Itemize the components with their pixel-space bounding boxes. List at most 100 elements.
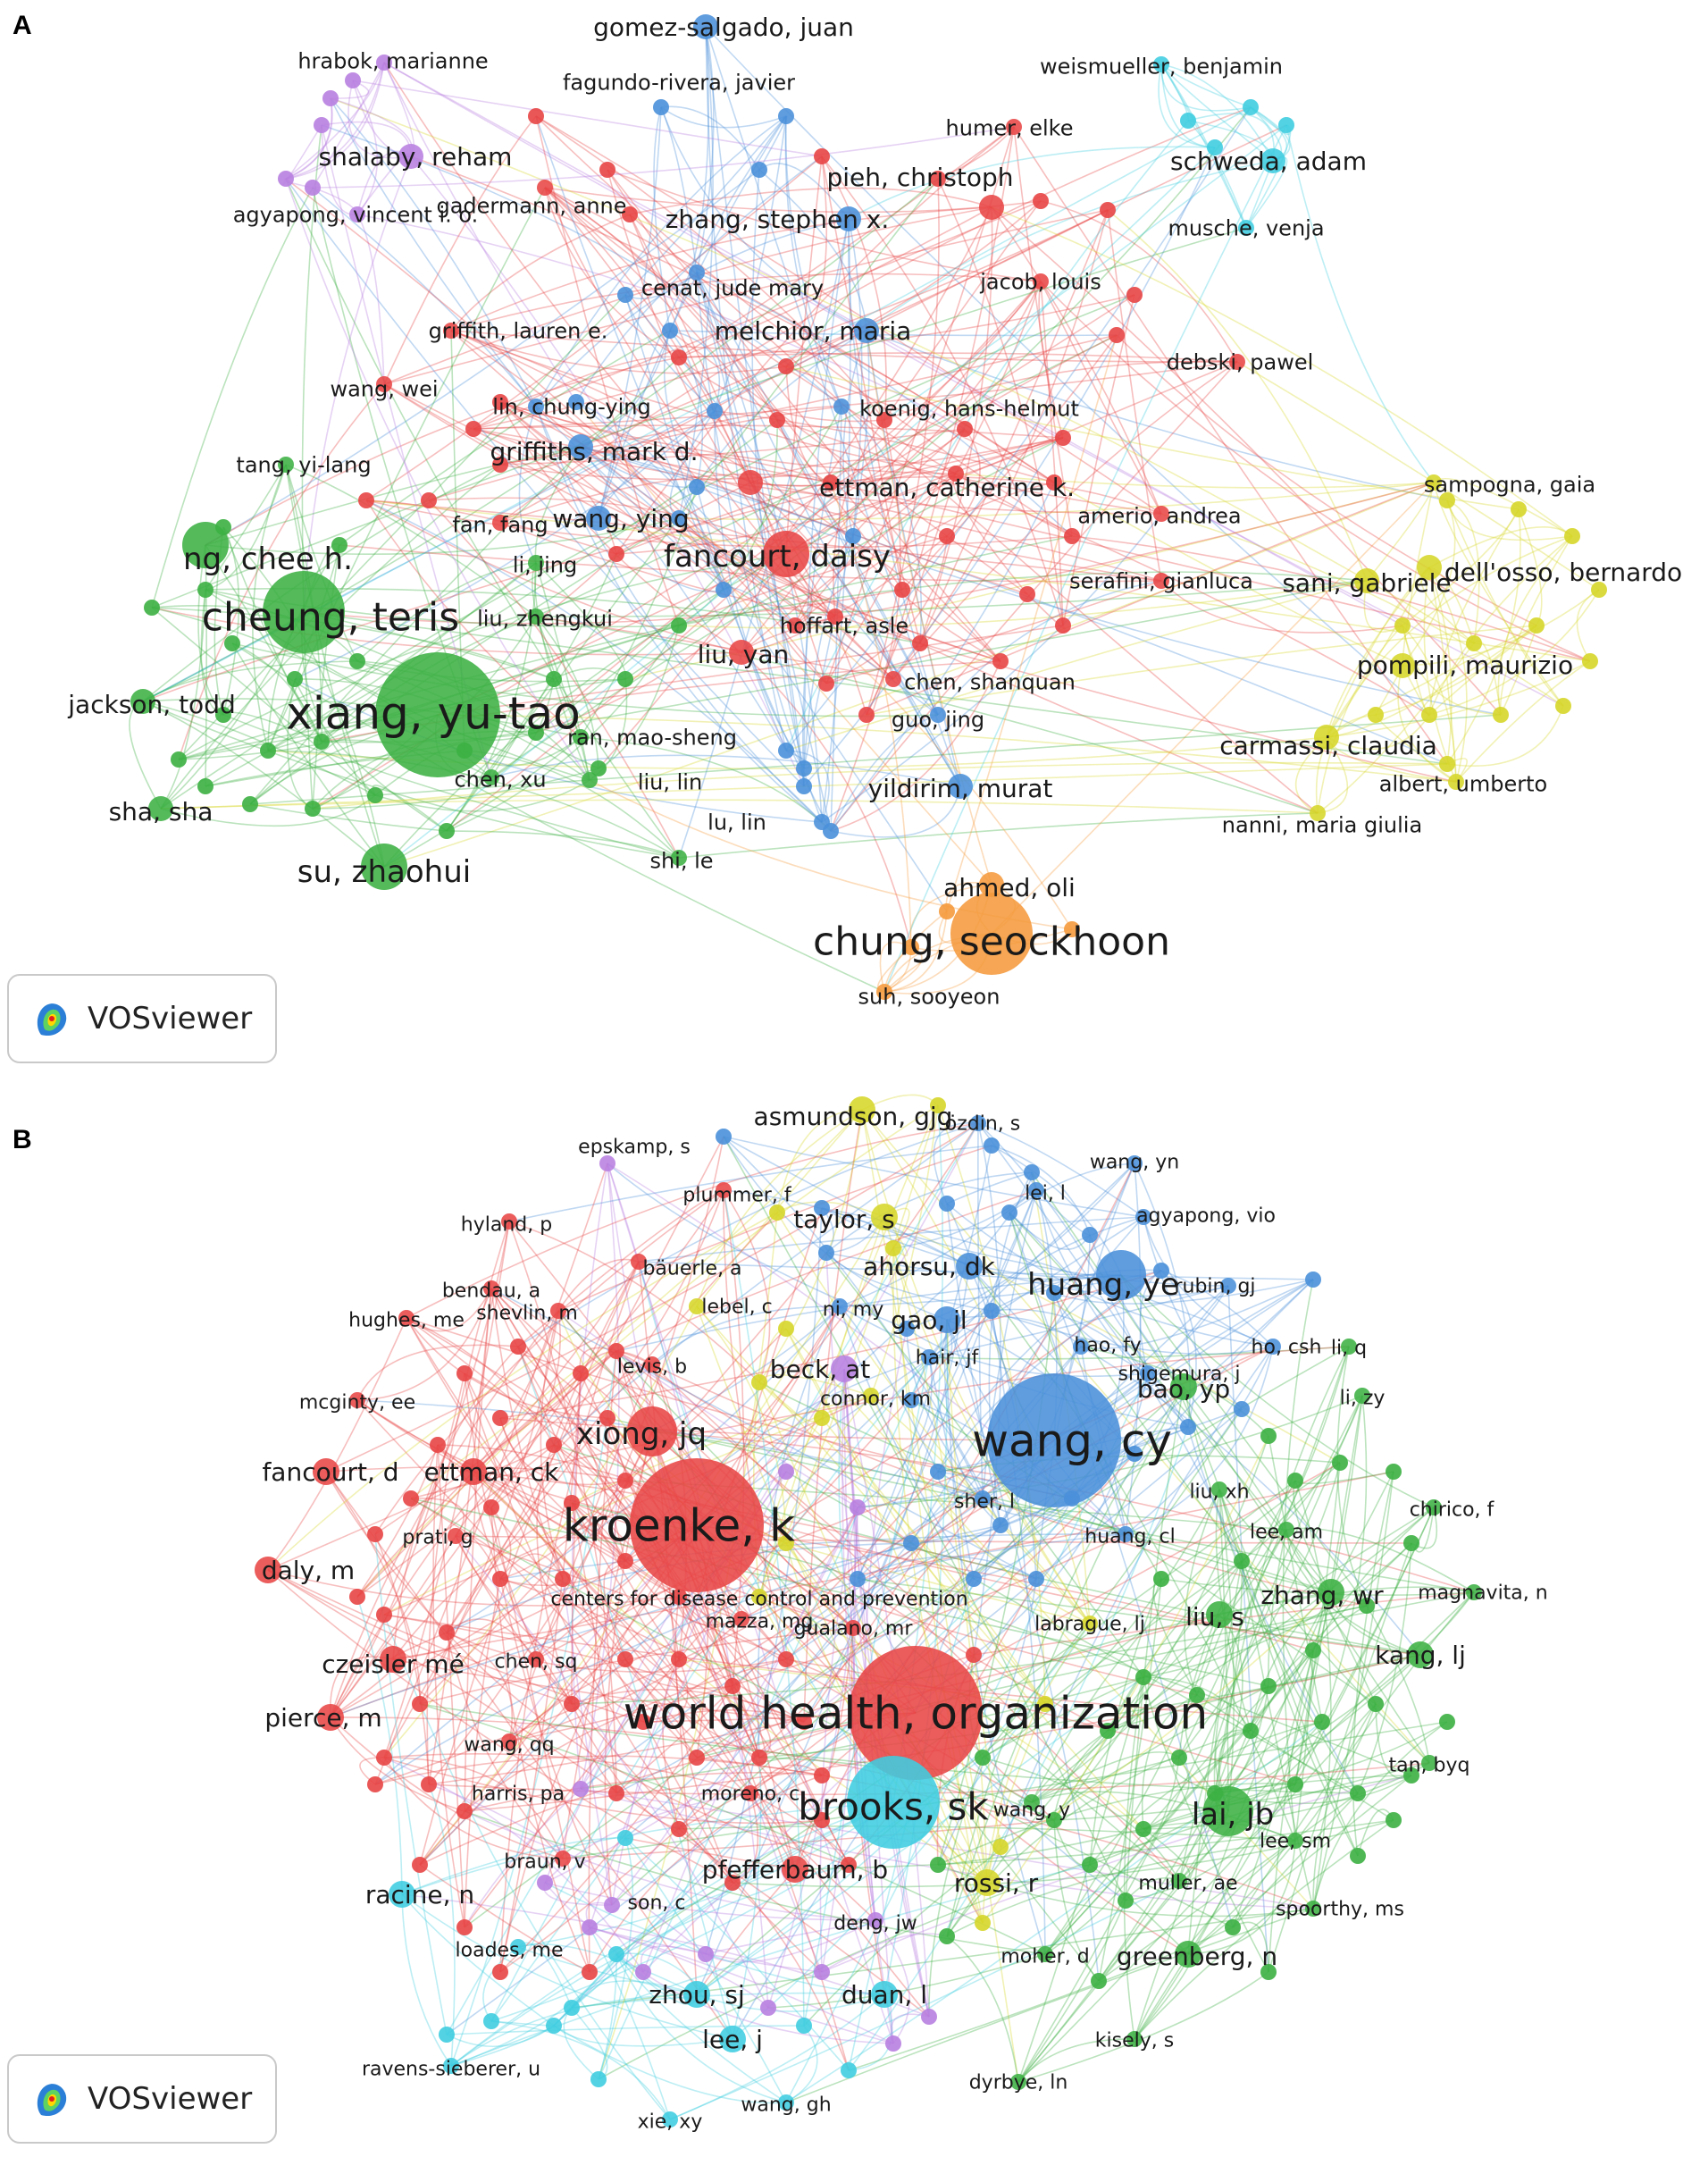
network-node [832,1298,848,1314]
network-edge [678,1596,742,1626]
network-edge [1213,1529,1287,1794]
network-node [671,850,687,866]
network-edge [1187,1840,1296,1955]
network-edge [857,1578,1126,1901]
network-edge [330,1716,1055,1821]
network-edge [991,1310,1274,1355]
network-edge [535,616,1319,814]
network-edge [499,401,832,483]
network-edge [339,544,1162,583]
network-edge [803,535,854,769]
network-edge [1326,535,1573,738]
network-node-label: huang, cl [1084,1526,1175,1549]
network-node [376,376,392,392]
network-edge [383,482,1435,868]
network-edge [714,410,805,769]
network-node [885,671,901,687]
network-node-label: levis, b [617,1356,687,1379]
network-edge [1294,1462,1341,1785]
network-node [778,358,794,374]
network-edge [841,1368,894,2044]
network-edge [598,206,992,769]
network-node [763,531,809,577]
network-node-label: magnavita, n [1418,1582,1547,1605]
network-edge [446,830,680,859]
network-node [814,1410,830,1426]
network-node [349,1392,365,1408]
network-edge [598,106,662,519]
network-edge [356,1596,403,1895]
network-panel-a: gomez-salgado, juan fagundo-rivera, javie… [0,0,1708,1078]
network-edge [267,1569,573,1705]
network-node [742,1785,758,1801]
network-node-label: chen, shanquan [904,669,1076,694]
network-edge [991,1308,1149,1374]
network-node-label: amerio, andrea [1077,503,1241,528]
network-edge [450,330,787,374]
network-edge [678,1658,1046,1705]
network-edge [249,714,1502,805]
network-edge [946,1315,1082,1347]
network-edge [866,473,957,716]
network-edge [437,1444,796,1870]
network-edge [624,294,724,591]
network-edge [571,1502,617,1794]
network-edge [973,1279,1314,1580]
network-edge [1031,1507,1435,1803]
network-edge [663,330,698,488]
network-edge [1031,1791,1296,1842]
network-node [683,1981,710,2008]
network-edge [1017,1900,1126,2083]
network-node [885,1240,901,1256]
network-node [992,1839,1009,1855]
network-edge [406,1317,555,1446]
network-edge [517,1122,979,1347]
network-edge [406,1317,854,1629]
network-edge [749,482,867,716]
network-node-label: huang, ye [1027,1267,1179,1303]
network-edge [696,1305,787,1544]
network-edge [160,794,376,827]
network-edge [1031,1757,1180,1803]
network-edge [356,1399,854,1629]
network-edge [1123,1676,1144,2040]
network-edge [553,2025,787,2104]
network-edge [383,209,1109,385]
network-node [845,528,861,544]
network-edge [446,1632,564,1859]
network-edge [508,1618,742,1742]
network-edge [1218,1489,1359,1857]
network-edge [267,1569,733,1884]
network-edge [794,1627,854,1870]
network-node [1055,430,1071,446]
network-edge [669,1880,1180,2120]
network-node-label: griffiths, mark d. [490,437,699,466]
network-edge [598,1212,778,2080]
network-edge [1178,1591,1475,1882]
network-node-label: harris, pa [472,1784,565,1806]
network-edge [142,701,385,868]
network-edge [660,106,698,273]
network-node-label: shigemura, j [1118,1364,1240,1386]
network-edge [678,517,948,912]
network-node [590,760,607,776]
network-node [1493,707,1509,723]
network-edge [955,473,1435,489]
network-node [456,1365,473,1381]
network-edge [325,1465,626,1481]
network-node-label: world health, organization [624,1688,1209,1740]
network-edge [580,736,832,832]
network-edge [544,187,680,358]
network-edge [312,62,385,189]
network-edge [1098,1792,1359,1982]
network-edge [1214,1346,1350,1794]
network-edge [1134,1840,1296,2040]
network-edge [678,517,1073,930]
network-node [582,1919,598,1935]
network-edge [901,334,1118,591]
network-edge [437,1444,465,1928]
network-edge [866,330,1448,501]
network-node [608,546,624,562]
network-edge [785,1908,1314,2103]
network-node [970,1115,986,1131]
